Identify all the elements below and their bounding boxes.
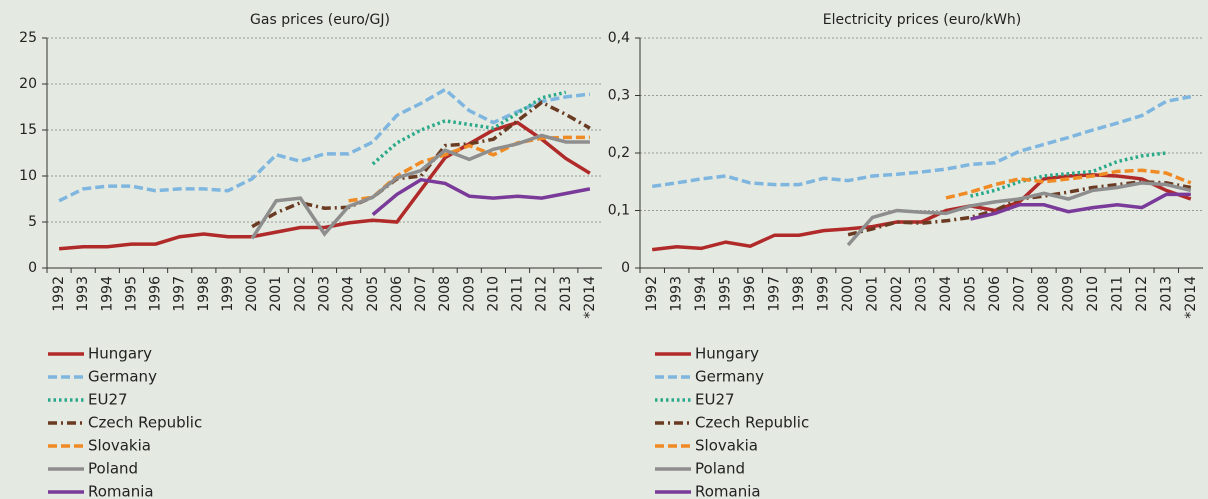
x-tick-label: 2001	[268, 276, 284, 312]
x-tick-label: 1998	[791, 276, 807, 312]
legend-label: Poland	[695, 460, 745, 478]
x-tick-label: 2002	[889, 276, 905, 312]
y-tick-label: 20	[19, 76, 37, 92]
series-line	[58, 87, 591, 203]
x-tick-label: 1993	[75, 276, 91, 312]
x-tick-label: 1994	[693, 276, 709, 312]
x-tick-label: 1999	[220, 276, 236, 312]
series-line	[970, 151, 1167, 198]
legend-label: Germany	[88, 368, 157, 386]
x-tick-label: 2007	[1011, 276, 1027, 312]
y-tick-label: 0	[621, 260, 630, 276]
x-tick-label: 2013	[1158, 276, 1174, 312]
series-line	[371, 177, 591, 216]
legend-label: Poland	[88, 460, 138, 478]
series-line	[58, 120, 591, 251]
x-tick-label: 2005	[962, 276, 978, 312]
series-line	[651, 94, 1192, 189]
y-tick-label: 10	[19, 168, 37, 184]
x-tick-label: 2010	[485, 276, 501, 312]
x-tick-label: 1996	[148, 276, 164, 312]
x-tick-label: 2011	[1109, 276, 1125, 312]
x-tick-label: *2014	[582, 276, 598, 319]
x-tick-label: 2009	[1060, 276, 1076, 312]
legend-label: Hungary	[88, 345, 152, 363]
x-tick-label: 1997	[172, 276, 188, 312]
legend-label: Czech Republic	[88, 414, 202, 432]
x-tick-label: 2000	[840, 276, 856, 312]
x-tick-label: 1997	[767, 276, 783, 312]
series-line	[371, 90, 567, 166]
x-tick-label: 2001	[865, 276, 881, 312]
x-tick-label: 1999	[816, 276, 832, 312]
x-tick-label: 1995	[718, 276, 734, 312]
x-tick-label: 2013	[558, 276, 574, 312]
x-tick-label: 2009	[461, 276, 477, 312]
y-tick-label: 0,3	[608, 88, 630, 104]
x-tick-label: 2012	[1134, 276, 1150, 312]
y-tick-label: 25	[19, 30, 37, 46]
x-tick-label: 2007	[413, 276, 429, 312]
series-line	[846, 181, 1192, 247]
y-tick-label: 15	[19, 122, 37, 138]
x-tick-label: 1992	[644, 276, 660, 312]
x-tick-label: 2004	[341, 276, 357, 312]
chart-title: Electricity prices (euro/kWh)	[823, 12, 1022, 28]
x-tick-label: 1992	[51, 276, 67, 312]
x-tick-label: 1994	[99, 276, 115, 312]
x-tick-label: 2008	[437, 276, 453, 312]
legend-label: Slovakia	[695, 437, 758, 455]
x-tick-label: 2003	[317, 276, 333, 312]
x-tick-label: 2010	[1085, 276, 1101, 312]
y-tick-label: 5	[28, 214, 37, 230]
x-tick-label: 2003	[914, 276, 930, 312]
x-tick-label: 2006	[987, 276, 1003, 312]
legend-label: Slovakia	[88, 437, 151, 455]
legend-label: Hungary	[695, 345, 759, 363]
y-tick-label: 0	[28, 260, 37, 276]
chart-title: Gas prices (euro/GJ)	[250, 12, 390, 28]
x-tick-label: 1995	[123, 276, 139, 312]
legend-label: EU27	[88, 391, 128, 409]
legend-label: EU27	[695, 391, 735, 409]
x-tick-label: 2002	[292, 276, 308, 312]
x-tick-label: 1993	[669, 276, 685, 312]
series-line	[250, 133, 590, 240]
x-tick-label: 2011	[510, 276, 526, 312]
x-tick-label: *2014	[1183, 276, 1199, 319]
series-line	[970, 192, 1191, 221]
legend-label: Romania	[695, 483, 761, 499]
x-tick-label: 2000	[244, 276, 260, 312]
x-tick-label: 2005	[365, 276, 381, 312]
y-tick-label: 0,2	[608, 145, 630, 161]
y-tick-label: 0,4	[608, 30, 630, 46]
legend-label: Romania	[88, 483, 154, 499]
x-tick-label: 2004	[938, 276, 954, 312]
series-line	[251, 100, 591, 229]
legend-label: Germany	[695, 368, 764, 386]
x-tick-label: 2006	[389, 276, 405, 312]
x-tick-label: 1998	[196, 276, 212, 312]
x-tick-label: 2008	[1036, 276, 1052, 312]
series-line	[945, 168, 1192, 200]
x-tick-label: 2012	[534, 276, 550, 312]
legend-label: Czech Republic	[695, 414, 809, 432]
y-tick-label: 0,1	[608, 203, 630, 219]
x-tick-label: 1996	[742, 276, 758, 312]
